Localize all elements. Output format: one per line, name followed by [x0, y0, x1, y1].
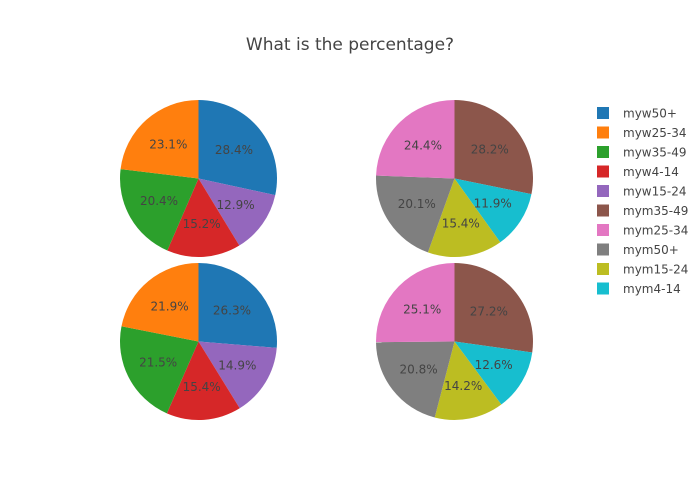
legend-swatch: [597, 146, 609, 158]
pie-slice-mym50+[interactable]: [376, 175, 455, 253]
legend-swatch: [597, 165, 609, 178]
slice-label: 12.9%: [217, 198, 255, 212]
legend-swatch: [597, 126, 609, 139]
pie-slice-myw50+[interactable]: [198, 263, 278, 348]
legend-label: mym15-24: [623, 263, 688, 277]
slice-label: 21.5%: [139, 356, 177, 370]
legend-swatch: [597, 263, 609, 275]
pie-slice-mym15-24[interactable]: [434, 341, 502, 421]
slice-label: 12.6%: [475, 358, 513, 372]
legend-item-mym50+[interactable]: mym50+: [597, 243, 679, 257]
legend-label: myw25-34: [623, 126, 686, 140]
legend-item-myw25-34[interactable]: myw25-34: [597, 126, 686, 140]
pie-slice-mym35-49[interactable]: [454, 263, 534, 353]
pie-slice-myw35-49[interactable]: [119, 326, 199, 414]
pie-slice-mym4-14[interactable]: [454, 178, 532, 243]
legend-item-myw50+[interactable]: myw50+: [597, 107, 677, 121]
legend-swatch: [597, 185, 609, 197]
pie-2: 28.2% 11.9% 15.4% 20.1% 24.4%: [376, 100, 533, 257]
legend-swatch: [597, 243, 609, 256]
pie-slice-mym25-34[interactable]: [376, 100, 455, 179]
legend-item-myw15-24[interactable]: myw15-24: [597, 185, 686, 199]
pie-slice-mym4-14[interactable]: [454, 341, 533, 405]
slice-label: 15.4%: [183, 380, 221, 394]
pie-3: 26.3% 14.9% 15.4% 21.5% 21.9%: [119, 263, 278, 421]
slice-label: 23.1%: [149, 137, 187, 151]
pie-slice-mym35-49[interactable]: [454, 100, 534, 195]
pie-slice-myw35-49[interactable]: [120, 169, 199, 251]
pie-slice-myw50+[interactable]: [198, 100, 278, 196]
legend-label: myw4-14: [623, 165, 679, 179]
pie-slice-myw4-14[interactable]: [167, 178, 240, 258]
pie-1: 28.4% 12.9% 15.2% 20.4% 23.1%: [120, 100, 277, 257]
pies-group: 28.4% 12.9% 15.2% 20.4% 23.1% 28.2% 11.9% 15.4%…: [119, 100, 534, 421]
legend-label: mym35-49: [623, 204, 688, 218]
legend-label: mym25-34: [623, 224, 688, 238]
slice-label: 20.4%: [140, 194, 178, 208]
legend-swatch: [597, 282, 609, 295]
slice-label: 27.2%: [470, 305, 508, 319]
legend-label: mym50+: [623, 243, 679, 257]
legend-item-mym4-14[interactable]: mym4-14: [597, 282, 681, 296]
slice-label: 14.9%: [218, 358, 256, 372]
slice-label: 15.4%: [442, 217, 480, 231]
legend-item-myw4-14[interactable]: myw4-14: [597, 165, 679, 179]
legend-swatch: [597, 107, 609, 119]
legend-label: mym4-14: [623, 282, 681, 296]
slice-label: 15.2%: [183, 217, 221, 231]
legend-label: myw15-24: [623, 185, 686, 199]
legend-item-mym15-24[interactable]: mym15-24: [597, 263, 688, 277]
slice-label: 25.1%: [403, 302, 441, 316]
pie-slice-mym25-34[interactable]: [375, 263, 455, 343]
legend-item-mym35-49[interactable]: mym35-49: [597, 204, 688, 218]
pie-slice-myw4-14[interactable]: [166, 341, 240, 421]
legend-swatch: [597, 204, 609, 217]
pie-slice-mym15-24[interactable]: [427, 178, 501, 258]
slice-label: 11.9%: [474, 196, 512, 210]
pie-slice-mym50+[interactable]: [376, 341, 455, 418]
legend-label: myw50+: [623, 107, 677, 121]
slice-label: 28.4%: [215, 143, 253, 157]
chart-title: What is the percentage?: [246, 35, 454, 55]
slice-label: 14.2%: [444, 379, 482, 393]
slice-label: 28.2%: [471, 143, 509, 157]
legend-item-mym25-34[interactable]: mym25-34: [597, 224, 688, 238]
slice-label: 20.8%: [400, 362, 438, 376]
pie-slice-myw15-24[interactable]: [198, 341, 277, 409]
slice-label: 26.3%: [213, 304, 251, 318]
legend-label: myw35-49: [623, 146, 686, 160]
legend-swatch: [597, 224, 609, 236]
slice-label: 21.9%: [151, 299, 189, 313]
pie-4: 27.2% 12.6% 14.2% 20.8% 25.1%: [375, 263, 534, 421]
pie-slice-myw25-34[interactable]: [120, 100, 199, 179]
pie-slice-myw25-34[interactable]: [121, 263, 199, 342]
legend[interactable]: myw50+ myw25-34 myw35-49 myw4-14 myw15-24 mym…: [597, 107, 688, 297]
slice-label: 20.1%: [398, 197, 436, 211]
pie-slice-myw15-24[interactable]: [198, 178, 276, 246]
slice-label: 24.4%: [404, 139, 442, 153]
legend-item-myw35-49[interactable]: myw35-49: [597, 146, 686, 160]
